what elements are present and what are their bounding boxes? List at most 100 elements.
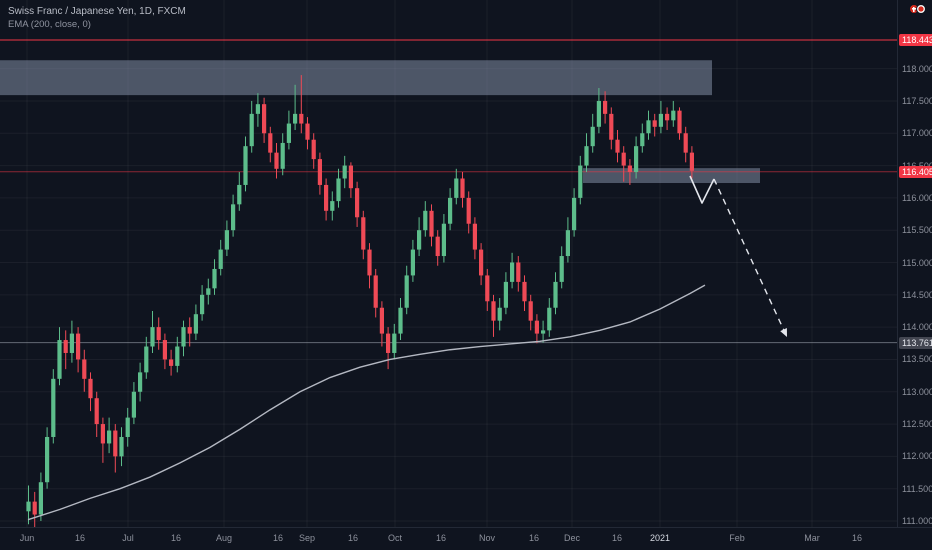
candle-body <box>231 204 236 231</box>
legend: Swiss Franc / Japanese Yen, 1D, FXCM EMA… <box>8 5 186 31</box>
breakdown-zone[interactable] <box>583 168 760 184</box>
candle-body <box>652 120 657 127</box>
candle-body <box>423 210 428 231</box>
candle-body <box>305 123 310 140</box>
time-tick-label: 16 <box>435 533 447 543</box>
price-axis[interactable]: 118.000 117.500 117.000 116.500 116.000 115.5… <box>897 0 932 528</box>
candle-body <box>417 230 422 250</box>
symbol-title[interactable]: Swiss Franc / Japanese Yen, 1D, FXCM <box>8 6 186 17</box>
candle-body <box>472 223 477 250</box>
candle-body <box>125 417 130 437</box>
price-label-badge[interactable]: 116.405 <box>899 165 932 178</box>
time-tick-label: Jun <box>19 533 35 543</box>
candle-body <box>510 262 515 282</box>
candle-body <box>634 146 639 173</box>
candle-body <box>615 139 620 153</box>
candle-body <box>367 249 372 276</box>
candle-body <box>162 340 167 360</box>
candle-body <box>646 120 651 134</box>
candle-body <box>541 330 546 334</box>
projection-zigzag[interactable] <box>689 175 715 204</box>
candle-body <box>193 314 198 334</box>
candle-body <box>379 307 384 334</box>
candle-body <box>361 217 366 250</box>
time-tick-label: 16 <box>170 533 182 543</box>
candle-body <box>528 301 533 321</box>
time-tick-label: 16 <box>851 533 863 543</box>
candle-body <box>249 113 254 147</box>
candle-body <box>392 333 397 353</box>
candle-body <box>479 249 484 276</box>
time-tick-label: 2021 <box>649 533 671 543</box>
candle-body <box>671 110 676 121</box>
candle-body <box>454 178 459 198</box>
candle-body <box>491 301 496 321</box>
price-tick-label: 117.500 <box>902 95 932 106</box>
candle-body <box>138 372 143 392</box>
candle-body <box>572 197 577 231</box>
price-label-badge[interactable]: 113.761 <box>899 336 932 349</box>
candle-body <box>324 184 329 211</box>
price-tick-label: 114.500 <box>902 289 932 300</box>
time-axis[interactable]: Jun 16 Jul 16 Aug 16 Sep 16 Oct 16 Nov 16 Dec 16 2021 F… <box>0 527 932 550</box>
candle-body <box>119 436 124 457</box>
candle-body <box>51 378 56 437</box>
candle-body <box>522 281 527 302</box>
candle-body <box>57 340 62 379</box>
candle-body <box>311 139 316 160</box>
candle-body <box>485 275 490 302</box>
candle-body <box>113 430 118 457</box>
price-tick-label: 117.000 <box>902 128 932 139</box>
price-tick-label: 112.000 <box>902 451 932 462</box>
candle-body <box>435 236 440 257</box>
candle-body <box>516 262 521 282</box>
upper-supply-zone[interactable] <box>0 60 712 96</box>
candle-body <box>665 113 670 121</box>
candle-body <box>565 230 570 257</box>
time-tick-label: Oct <box>387 533 403 543</box>
candle-body <box>559 256 564 282</box>
time-tick-label: Sep <box>298 533 316 543</box>
candles <box>26 75 694 528</box>
candle-body <box>224 230 229 250</box>
candle-body <box>107 430 112 444</box>
candle-body <box>45 436 50 483</box>
candle-body <box>330 201 335 211</box>
candle-body <box>144 346 149 373</box>
candle-body <box>286 123 291 143</box>
candle-body <box>404 275 409 308</box>
candle-body <box>398 307 403 334</box>
candle-body <box>150 327 155 347</box>
candle-body <box>336 178 341 202</box>
candle-body <box>355 188 360 218</box>
ema-200-line[interactable] <box>27 284 706 521</box>
candle-body <box>466 197 471 224</box>
projection-dashed-line[interactable] <box>713 178 788 338</box>
candle-body <box>348 165 353 189</box>
price-tick-label: 113.500 <box>902 354 932 365</box>
candle-body <box>38 482 43 515</box>
candle-body <box>175 346 180 366</box>
time-tick-label: Mar <box>804 533 820 543</box>
candle-body <box>82 359 87 379</box>
candle-body <box>280 142 285 169</box>
candle-body <box>410 249 415 276</box>
candle-body <box>76 333 81 360</box>
candle-body <box>534 320 539 334</box>
candle-body <box>181 327 186 347</box>
price-label-badge[interactable]: 118.443 <box>899 34 932 46</box>
indicator-label[interactable]: EMA (200, close, 0) <box>8 18 91 30</box>
candle-body <box>553 281 558 308</box>
candle-body <box>299 113 304 124</box>
candle-body <box>206 288 211 295</box>
candle-body <box>621 152 626 166</box>
candle-body <box>429 210 434 237</box>
instrument-flags-icon <box>909 4 926 16</box>
candle-body <box>317 159 322 185</box>
candle-body <box>578 165 583 198</box>
time-tick-label: Jul <box>122 533 134 543</box>
candle-body <box>88 378 93 399</box>
time-tick-label: Aug <box>215 533 233 543</box>
candle-body <box>460 178 465 198</box>
